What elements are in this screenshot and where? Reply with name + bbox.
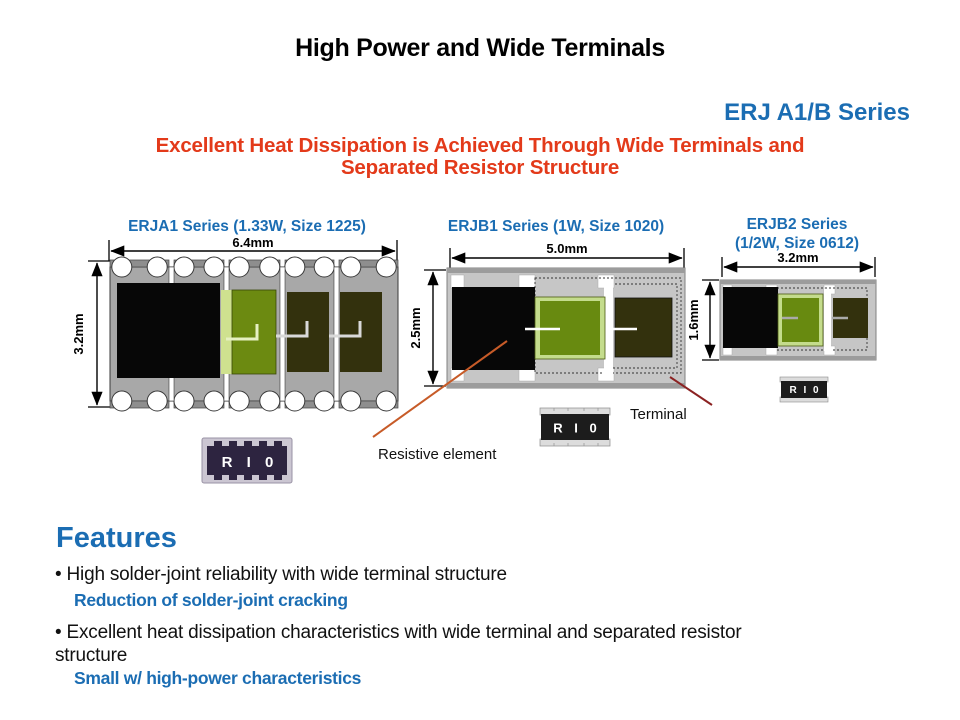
page-title: High Power and Wide Terminals [295, 34, 665, 62]
diagram-erjb1: ERJB1 Series (1W, Size 1020) 5.0mm 2.5mm [372, 218, 713, 463]
erjb1-title: ERJB1 Series (1W, Size 1020) [448, 218, 664, 235]
erjb2-width-dimension-arrow: 3.2mm [721, 250, 876, 277]
resistive-element-leader-line [372, 340, 508, 438]
erjb2-resistive-element-black [723, 287, 778, 348]
diagram-erja1: ERJA1 Series (1.33W, Size 1225) 6.4mm 3.… [71, 218, 399, 484]
erja1-title: ERJA1 Series (1.33W, Size 1225) [128, 218, 366, 235]
erja1-element-olive [231, 289, 277, 375]
erjb1-height-dimension-arrow: 2.5mm [408, 269, 446, 387]
erjb2-chip-marking: R I 0 [789, 385, 820, 396]
subtitle-line1: Excellent Heat Dissipation is Achieved T… [155, 134, 805, 157]
erja1-width-dimension-arrow: 6.4mm [108, 235, 398, 261]
erjb1-height-label: 2.5mm [408, 307, 423, 348]
erjb1-chip-marking: R I 0 [553, 421, 600, 436]
erjb2-element-olive [782, 298, 819, 342]
erja1-structure [109, 256, 399, 412]
feature-note-1: Reduction of solder-joint cracking [74, 590, 348, 610]
feature-item-2: • Excellent heat dissipation characteris… [55, 622, 742, 666]
erjb2-width-label: 3.2mm [777, 250, 818, 265]
erja1-height-dimension-arrow: 3.2mm [71, 260, 110, 408]
erjb2-chip-photo: R I 0 [779, 376, 829, 403]
erjb2-structure [719, 279, 877, 361]
terminal-leader-line [669, 376, 713, 406]
erjb1-structure [446, 267, 686, 389]
erjb2-height-dimension-arrow: 1.6mm [686, 279, 719, 361]
erjb2-title-line2: (1/2W, Size 0612) [735, 235, 859, 252]
erja1-chip-photo: R I 0 [201, 437, 293, 484]
erja1-width-label: 6.4mm [232, 235, 273, 250]
erjb1-chip-photo: R I 0 [539, 407, 611, 447]
terminal-label: Terminal [630, 406, 687, 423]
diagram-erjb2: ERJB2 Series (1/2W, Size 0612) 3.2mm 1.6… [686, 216, 877, 403]
feature-note-2: Small w/ high-power characteristics [74, 668, 362, 688]
erjb1-resistive-element-black [452, 287, 535, 370]
erja1-height-label: 3.2mm [71, 313, 86, 354]
features-heading: Features [56, 522, 177, 554]
erjb1-width-dimension-arrow: 5.0mm [449, 241, 685, 268]
subtitle-line2: Separated Resistor Structure [340, 156, 620, 179]
feature-item-1: • High solder-joint reliability with wid… [55, 564, 507, 585]
resistive-element-label: Resistive element [378, 446, 497, 463]
erja1-chip-marking: R I 0 [222, 454, 279, 471]
diagrams-figure: ERJA1 Series (1.33W, Size 1225) 6.4mm 3.… [71, 216, 877, 484]
erjb2-title-line1: ERJB2 Series [747, 216, 848, 233]
erja1-element-light-green [221, 290, 232, 374]
erjb1-width-label: 5.0mm [546, 241, 587, 256]
subtitle: Excellent Heat Dissipation is Achieved T… [0, 135, 960, 179]
erjb1-element-dark-olive [614, 297, 673, 358]
erja1-resistive-element-black [117, 283, 220, 378]
erjb2-height-label: 1.6mm [686, 299, 701, 340]
series-label: ERJ A1/B Series [724, 99, 910, 126]
